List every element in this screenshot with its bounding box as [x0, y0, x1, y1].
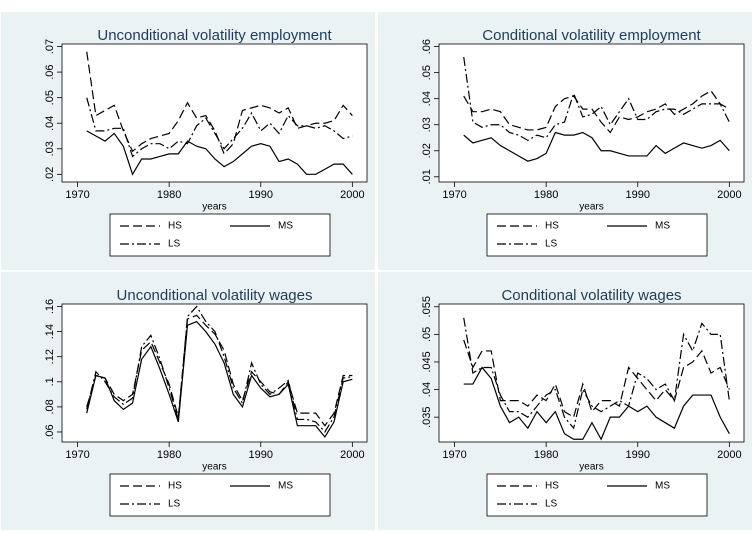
- x-tick-label: 1990: [249, 449, 273, 461]
- legend-label: MS: [278, 481, 293, 492]
- y-tick-label: .05: [421, 327, 433, 342]
- series-line: [86, 305, 353, 433]
- x-tick-label: 1980: [534, 449, 558, 461]
- legend-label: HS: [168, 221, 182, 232]
- series-line: [86, 97, 353, 158]
- series-line: [463, 317, 730, 430]
- legend-label: LS: [545, 239, 558, 250]
- legend-box: [486, 473, 708, 517]
- y-tick-label: .045: [421, 351, 433, 372]
- y-tick-label: .04: [421, 91, 433, 106]
- plot-area: [61, 303, 368, 443]
- y-tick-label: .07: [44, 39, 56, 54]
- plot-area: [438, 303, 745, 443]
- y-tick-label: .06: [44, 64, 56, 79]
- y-tick-label: .04: [44, 116, 56, 131]
- y-tick-label: .055: [421, 296, 433, 317]
- chart-title: Unconditional volatility wages: [117, 287, 313, 304]
- y-tick-label: .02: [44, 167, 56, 182]
- y-tick-label: .035: [421, 406, 433, 427]
- chart-title: Conditional volatility employment: [482, 27, 701, 44]
- series-line: [86, 320, 353, 439]
- x-tick-label: 1970: [442, 189, 466, 201]
- legend-box: [109, 473, 331, 517]
- chart-title: Conditional volatility wages: [501, 287, 681, 304]
- x-tick-label: 1980: [534, 189, 558, 201]
- x-tick-label: 1990: [249, 189, 273, 201]
- chart-title: Unconditional volatility employment: [97, 27, 332, 44]
- legend-label: HS: [545, 221, 559, 232]
- x-axis-label: years: [579, 462, 603, 473]
- plot-area: [61, 43, 368, 183]
- x-tick-label: 1970: [65, 449, 89, 461]
- y-tick-label: .14: [44, 324, 56, 339]
- series-line: [86, 314, 353, 427]
- legend-label: HS: [545, 481, 559, 492]
- series-line: [86, 130, 353, 176]
- legend-label: HS: [168, 481, 182, 492]
- y-tick-label: .05: [421, 65, 433, 80]
- legend-label: MS: [655, 481, 670, 492]
- series-line: [463, 339, 730, 419]
- x-tick-label: 2000: [340, 449, 364, 461]
- legend-label: LS: [168, 239, 181, 250]
- y-tick-label: .03: [44, 141, 56, 156]
- x-tick-label: 1980: [157, 449, 181, 461]
- y-tick-label: .16: [44, 299, 56, 314]
- y-tick-label: .06: [44, 424, 56, 439]
- series-line: [463, 56, 730, 142]
- x-tick-label: 2000: [717, 449, 741, 461]
- y-tick-label: .01: [421, 169, 433, 184]
- x-tick-label: 1990: [626, 189, 650, 201]
- legend-box: [486, 213, 708, 257]
- y-tick-label: .03: [421, 117, 433, 132]
- y-tick-label: .12: [44, 349, 56, 364]
- x-tick-label: 2000: [340, 189, 364, 201]
- plot-area: [438, 43, 745, 183]
- x-axis-label: years: [202, 202, 226, 213]
- y-tick-label: .06: [421, 39, 433, 54]
- x-tick-label: 1980: [157, 189, 181, 201]
- x-axis-label: years: [579, 202, 603, 213]
- series-line: [463, 131, 730, 162]
- x-tick-label: 2000: [717, 189, 741, 201]
- x-axis-label: years: [202, 462, 226, 473]
- y-tick-label: .02: [421, 143, 433, 158]
- x-tick-label: 1990: [626, 449, 650, 461]
- x-tick-label: 1970: [65, 189, 89, 201]
- y-tick-label: .05: [44, 90, 56, 105]
- y-tick-label: .04: [421, 382, 433, 397]
- y-tick-label: .1: [44, 377, 56, 386]
- x-tick-label: 1970: [442, 449, 466, 461]
- series-line: [463, 90, 730, 134]
- legend-label: LS: [545, 499, 558, 510]
- series-line: [86, 51, 353, 156]
- legend-label: MS: [655, 221, 670, 232]
- legend-label: LS: [168, 499, 181, 510]
- legend-box: [109, 213, 331, 257]
- series-line: [463, 366, 730, 441]
- y-tick-label: .08: [44, 399, 56, 414]
- legend-label: MS: [278, 221, 293, 232]
